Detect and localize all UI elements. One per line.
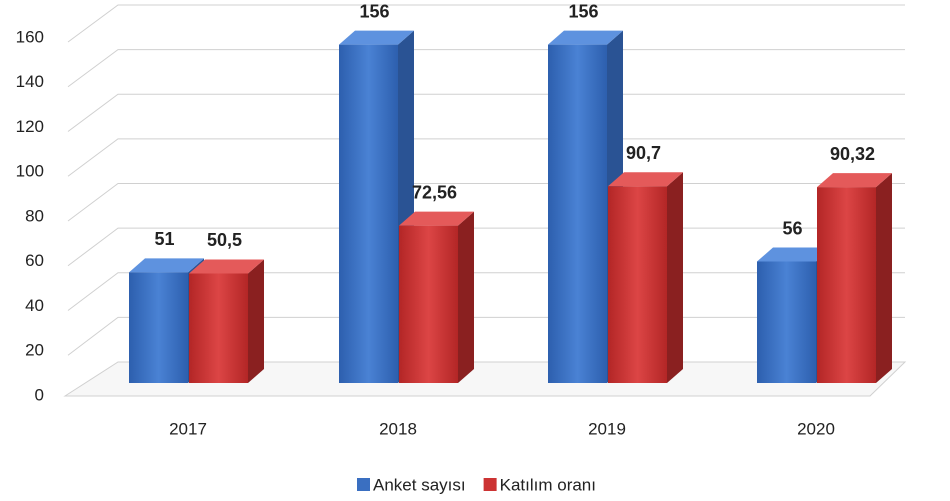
value-label: 72,56 [412,182,457,202]
bar-face [548,30,623,45]
bar [399,211,474,383]
bar-face [757,247,832,262]
bar [189,259,264,383]
bar-face [248,259,264,383]
value-label: 90,32 [830,144,875,164]
bar-face [608,172,683,187]
y-tick-label: 80 [25,206,44,225]
legend-label: Katılım oranı [500,475,596,494]
grid-line [67,49,905,88]
x-tick-label: 2017 [169,419,207,438]
grid-line [67,93,905,132]
bar-face [399,211,474,226]
bar-face [757,261,816,383]
bar-face [817,173,892,188]
y-tick-label: 20 [25,341,44,360]
bar-face [189,259,264,274]
legend-label: Anket sayısı [373,475,466,494]
legend-swatch [483,478,497,491]
bar-face [129,272,188,383]
bar-face [548,44,607,384]
y-tick-label: 100 [16,162,44,181]
x-tick-label: 2019 [588,419,626,438]
y-tick-label: 160 [16,27,44,46]
x-tick-label: 2020 [797,419,835,438]
y-tick-label: 140 [16,72,44,91]
bar-face [189,273,248,383]
value-label: 156 [359,1,389,21]
bar-face [129,258,204,273]
bar-face [608,186,667,383]
bar [608,172,683,383]
bar-face [458,211,474,383]
grid-line [67,183,905,222]
bar-face [817,187,876,383]
value-label: 50,5 [207,230,242,250]
value-label: 56 [782,218,802,238]
bar-face [339,44,398,384]
floor [63,361,907,397]
bar-face [339,30,414,45]
value-label: 156 [568,1,598,21]
bar [817,173,892,383]
bar-face [876,173,892,383]
grid-line [67,4,905,43]
y-tick-label: 40 [25,296,44,315]
x-tick-label: 2018 [379,419,417,438]
value-label: 90,7 [626,143,661,163]
bar-face [667,172,683,383]
value-label: 51 [154,229,174,249]
y-tick-label: 60 [25,251,44,270]
y-tick-label: 120 [16,117,44,136]
bar-face [399,225,458,383]
y-tick-label: 0 [35,385,44,404]
grid-line [67,138,905,177]
legend-swatch [357,478,370,491]
